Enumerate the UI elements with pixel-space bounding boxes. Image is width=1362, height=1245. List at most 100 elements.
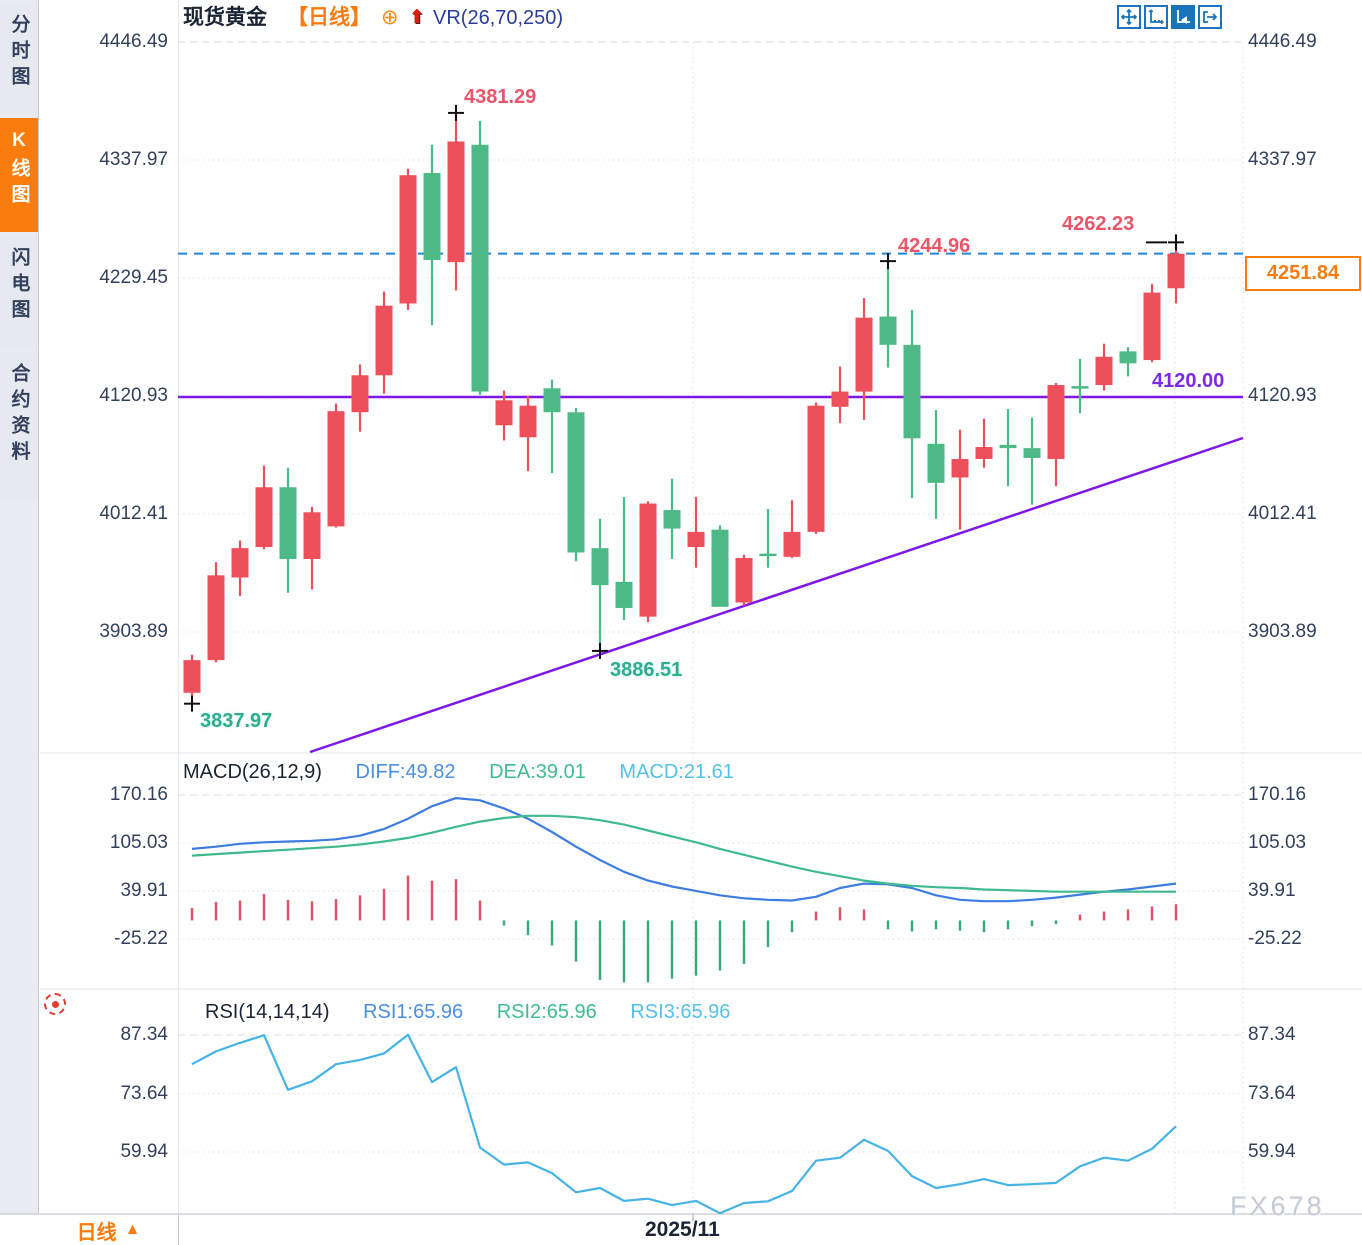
candle-body[interactable] xyxy=(351,375,369,413)
axis-play-icon[interactable] xyxy=(1171,5,1195,29)
candle-body[interactable] xyxy=(591,548,609,586)
macd-hist-bar xyxy=(478,900,482,921)
candle-body[interactable] xyxy=(231,548,249,578)
candle-body[interactable] xyxy=(1119,351,1137,364)
y-axis-label: 4120.93 xyxy=(1248,385,1317,406)
macd-hist-bar xyxy=(214,901,218,921)
sidebar-tab-time-chart[interactable]: 分时图 xyxy=(0,2,38,115)
macd-hist-bar xyxy=(430,880,434,921)
macd-hist-bar xyxy=(670,920,674,979)
y-axis-label: 4012.41 xyxy=(99,503,168,524)
macd-hist-bar xyxy=(718,920,722,971)
macd-diff-line xyxy=(191,796,1177,903)
candle-body[interactable] xyxy=(879,316,897,345)
axis-scale-icon[interactable] xyxy=(1144,5,1168,29)
y-axis-label: 87.34 xyxy=(1248,1024,1296,1045)
candle-body[interactable] xyxy=(303,512,321,560)
hline-price-label[interactable]: 4120.00 xyxy=(1152,370,1225,392)
macd-hist-bar xyxy=(550,920,554,946)
candle-body[interactable] xyxy=(1143,292,1161,361)
rsi2-value: RSI2:65.96 xyxy=(496,1001,597,1023)
candle-body[interactable] xyxy=(1047,385,1065,459)
macd-hist-bar xyxy=(334,899,338,921)
candle-body[interactable] xyxy=(783,531,801,557)
candle-body[interactable] xyxy=(639,503,657,617)
rsi-line xyxy=(191,1033,1177,1215)
macd-hist-bar xyxy=(382,888,386,921)
candle-body[interactable] xyxy=(1071,386,1089,389)
candle-body[interactable] xyxy=(567,412,585,553)
candle-body[interactable] xyxy=(447,141,465,263)
price-annotation: 3886.51 xyxy=(610,658,683,681)
macd-hist-bar xyxy=(838,907,842,921)
y-axis-label: 59.94 xyxy=(1248,1141,1296,1162)
candle-body[interactable] xyxy=(1095,356,1113,386)
macd-dea-line xyxy=(191,814,1176,893)
candle-body[interactable] xyxy=(423,173,441,261)
chart-toolbar xyxy=(1117,5,1222,29)
candle-body[interactable] xyxy=(831,391,849,407)
macd-hist-bar xyxy=(790,920,794,933)
candle-body[interactable] xyxy=(471,144,489,392)
sidebar-tab-lightning-chart[interactable]: 闪电图 xyxy=(0,235,38,348)
candle-body[interactable] xyxy=(855,317,873,392)
candle-body[interactable] xyxy=(615,581,633,608)
rsi-settings-sun-icon[interactable] xyxy=(44,993,66,1015)
macd-hist-bar xyxy=(622,920,626,983)
macd-hist-bar xyxy=(406,875,410,921)
y-axis-label: 39.91 xyxy=(1248,879,1296,901)
pan-icon[interactable] xyxy=(1117,5,1141,29)
candle-body[interactable] xyxy=(543,388,561,413)
macd-hist-bar xyxy=(958,920,962,931)
sidebar-tab-contract-info[interactable]: 合约资料 xyxy=(0,351,38,499)
macd-diff-value: DIFF:49.82 xyxy=(355,761,456,783)
candle-body[interactable] xyxy=(975,447,993,459)
macd-hist-bar xyxy=(1174,904,1178,921)
candle-body[interactable] xyxy=(375,305,393,376)
candle-body[interactable] xyxy=(279,487,297,560)
candle-body[interactable] xyxy=(183,660,201,693)
y-axis-label: 105.03 xyxy=(1248,832,1307,853)
candle-body[interactable] xyxy=(1167,253,1185,289)
exit-chart-icon[interactable] xyxy=(1198,5,1222,29)
candle-body[interactable] xyxy=(1023,448,1041,458)
candle-body[interactable] xyxy=(927,443,945,483)
macd-name[interactable]: MACD(26,12,9) xyxy=(183,761,322,783)
period-label[interactable]: 【日线】 xyxy=(287,6,371,29)
candle-body[interactable] xyxy=(759,553,777,557)
candle-body[interactable] xyxy=(495,400,513,426)
candle-body[interactable] xyxy=(735,557,753,603)
indicator-vr-label[interactable]: VR(26,70,250) xyxy=(433,7,564,29)
candle-body[interactable] xyxy=(663,510,681,529)
macd-hist-bar xyxy=(286,899,290,921)
macd-hist-bar xyxy=(934,920,938,930)
macd-hist-bar xyxy=(262,893,266,921)
macd-hist-bar xyxy=(1006,920,1010,930)
candle-body[interactable] xyxy=(951,458,969,478)
candle-body[interactable] xyxy=(255,487,273,548)
y-axis-label: 3903.89 xyxy=(1248,621,1317,642)
candle-body[interactable] xyxy=(807,405,825,532)
candle-body[interactable] xyxy=(903,344,921,439)
timeframe-label: 日线 xyxy=(76,1221,117,1244)
rsi-name[interactable]: RSI(14,14,14) xyxy=(205,1001,330,1023)
candle-body[interactable] xyxy=(999,444,1017,449)
candle-body[interactable] xyxy=(399,175,417,304)
target-icon[interactable]: ⊕ xyxy=(381,6,399,29)
macd-hist-bar xyxy=(358,895,362,921)
rsi-panel-header: RSI(14,14,14) RSI1:65.96 RSI2:65.96 RSI3… xyxy=(205,1000,758,1024)
timeframe-box[interactable]: 日线 ▲ xyxy=(39,1215,179,1245)
current-price-box: 4251.84 xyxy=(1245,256,1361,291)
macd-hist-bar xyxy=(1126,909,1130,921)
candle-body[interactable] xyxy=(711,529,729,607)
macd-panel-header: MACD(26,12,9) DIFF:49.82 DEA:39.01 MACD:… xyxy=(183,760,762,784)
timeframe-up-triangle-icon: ▲ xyxy=(124,1221,141,1238)
candle-body[interactable] xyxy=(519,405,537,438)
candle-body[interactable] xyxy=(687,531,705,548)
candle-body[interactable] xyxy=(207,575,225,661)
macd-hist-bar xyxy=(1078,914,1082,921)
sidebar-tab-kline-chart[interactable]: K线图 xyxy=(0,118,38,232)
y-axis-label: 170.16 xyxy=(109,784,168,805)
candle-body[interactable] xyxy=(327,411,345,527)
